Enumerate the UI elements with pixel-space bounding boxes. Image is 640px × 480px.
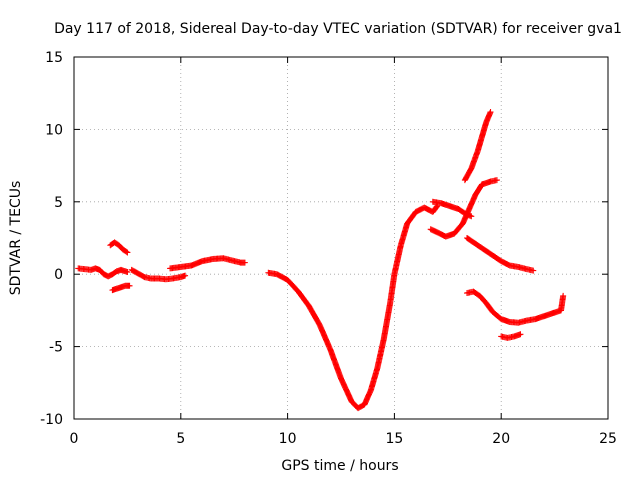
data-point xyxy=(487,109,494,116)
series-arc-late xyxy=(464,288,567,326)
series-arc-early xyxy=(75,265,131,280)
series-arc-low xyxy=(109,282,133,294)
series-arc-rise xyxy=(429,198,475,220)
y-tick-label: 5 xyxy=(54,195,63,211)
data-point xyxy=(182,272,189,279)
y-tick-label: -10 xyxy=(40,412,63,428)
data-point xyxy=(241,259,248,266)
series-arc-morning xyxy=(128,266,189,283)
plot-frame xyxy=(73,56,609,420)
y-axis-label: SDTVAR / TECUs xyxy=(8,181,24,296)
data-point xyxy=(123,248,130,255)
data-point xyxy=(517,331,524,338)
grid-lines xyxy=(74,57,608,419)
y-tick-labels: -10 -5 0 5 10 15 xyxy=(40,50,63,428)
axis-ticks xyxy=(73,56,609,420)
x-axis-label: GPS time / hours xyxy=(281,458,398,474)
x-tick-label: 5 xyxy=(176,431,185,447)
y-tick-label: 10 xyxy=(45,122,63,138)
y-tick-label: -5 xyxy=(49,340,63,356)
series-arc-mid xyxy=(167,255,248,272)
data-point xyxy=(560,292,567,299)
data-points xyxy=(75,109,567,412)
data-point xyxy=(493,177,500,184)
y-tick-label: 15 xyxy=(45,50,63,66)
series-arc-dip xyxy=(427,177,500,240)
series-arc-steep xyxy=(461,109,494,184)
x-tick-labels: 0 5 10 15 20 25 xyxy=(70,431,617,447)
x-tick-label: 25 xyxy=(599,431,617,447)
y-tick-label: 0 xyxy=(54,267,63,283)
data-point xyxy=(124,249,131,256)
x-tick-label: 10 xyxy=(279,431,297,447)
x-tick-label: 15 xyxy=(385,431,403,447)
data-point xyxy=(124,269,131,276)
data-point xyxy=(434,203,441,210)
data-point xyxy=(468,213,475,220)
series-arc-descend xyxy=(464,235,537,274)
series-arc-short xyxy=(498,331,524,341)
series-arc-bump xyxy=(107,239,131,256)
data-point xyxy=(126,282,133,289)
x-tick-label: 0 xyxy=(70,431,79,447)
x-tick-label: 20 xyxy=(492,431,510,447)
series-arc-main xyxy=(265,203,441,412)
data-point xyxy=(530,267,537,274)
chart-title: Day 117 of 2018, Sidereal Day-to-day VTE… xyxy=(54,21,622,37)
